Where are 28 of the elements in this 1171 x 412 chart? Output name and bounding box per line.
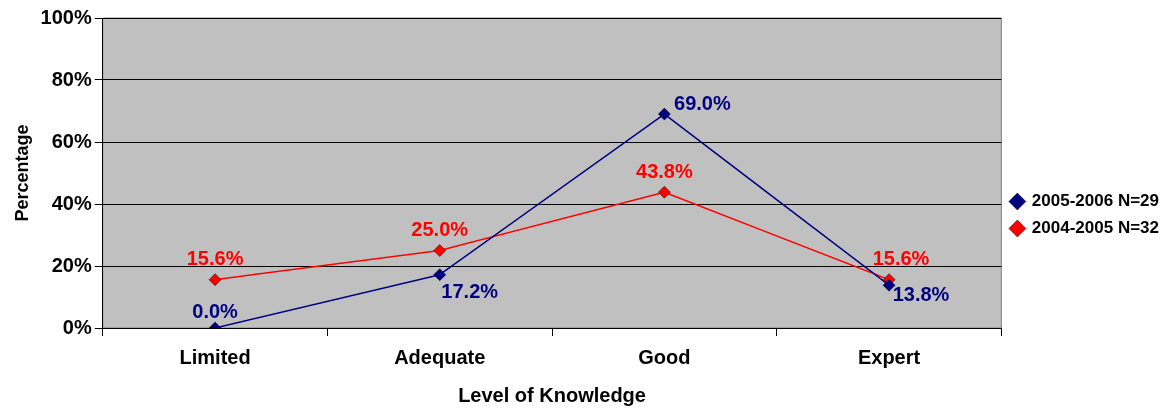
legend-label: 2005-2006 N=29	[1031, 191, 1160, 211]
y-tick-label: 20%	[51, 253, 92, 276]
y-tick-label: 100%	[40, 5, 92, 28]
point	[882, 278, 896, 292]
x-tick-label: Adequate	[394, 345, 486, 368]
point	[658, 185, 671, 199]
data-label: 43.8%	[636, 159, 693, 182]
point	[658, 107, 671, 121]
data-label: 25.0%	[411, 218, 469, 241]
point	[208, 273, 222, 286]
point	[433, 244, 446, 257]
data-label: 0.0%	[192, 299, 239, 322]
legend-label: 2004-2005 N=32	[1031, 218, 1160, 238]
y-axis-title: Percentage	[11, 124, 32, 222]
point	[433, 268, 446, 281]
data-label: 15.6%	[186, 247, 244, 270]
y-tick-label: 0%	[62, 315, 92, 338]
data-label: 17.2%	[441, 280, 499, 303]
y-tick-label: 60%	[51, 129, 92, 152]
data-label: 13.8%	[892, 282, 950, 305]
x-tick-label: Limited	[179, 345, 251, 368]
y-tick-label: 80%	[51, 67, 92, 90]
data-label: 69.0%	[674, 91, 731, 114]
x-tick-label: Good	[638, 345, 691, 368]
data-label: 15.6%	[872, 247, 930, 270]
x-tick-label: Expert	[857, 345, 921, 368]
x-axis-title: Level of Knowledge	[458, 383, 646, 406]
y-tick-label: 40%	[51, 191, 92, 214]
